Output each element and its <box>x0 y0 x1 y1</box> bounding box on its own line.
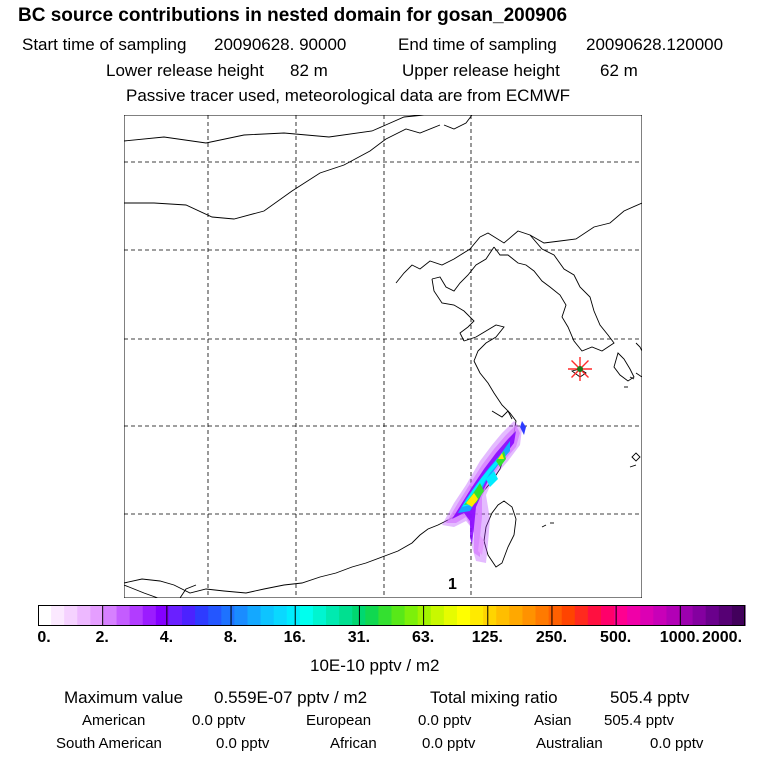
colorbar-cell <box>718 605 733 626</box>
colorbar-cell <box>561 605 576 626</box>
colorbar-cell <box>391 605 406 626</box>
colorbar-cell <box>640 605 654 626</box>
colorbar-cell <box>155 605 170 626</box>
colorbar-cell <box>443 605 458 626</box>
colorbar-cell <box>103 605 118 626</box>
end-time-label: End time of sampling <box>398 35 557 54</box>
colorbar-cell <box>666 605 681 626</box>
region-value: 0.0 pptv <box>216 735 270 752</box>
max-value-label: Maximum value <box>64 688 184 707</box>
colorbar-cell <box>483 605 497 626</box>
colorbar-cell <box>51 605 65 626</box>
colorbar-cell <box>234 605 249 626</box>
colorbar-cell <box>182 605 196 626</box>
total-mixing-value: 505.4 pptv <box>610 688 690 707</box>
colorbar-tick-label: 4. <box>159 629 174 646</box>
colorbar-cell <box>731 605 746 626</box>
upper-release-label: Upper release height <box>402 61 560 80</box>
colorbar-tick-label: 125. <box>471 629 503 646</box>
end-time-value: 20090628.120000 <box>586 35 724 54</box>
region-value: 0.0 pptv <box>422 735 476 752</box>
colorbar-cell <box>417 605 432 626</box>
colorbar-cell <box>221 605 235 626</box>
coastlines <box>124 115 642 598</box>
colorbar-cell <box>509 605 524 626</box>
colorbar-cell <box>208 605 222 626</box>
colorbar <box>38 605 746 626</box>
region-name: Australian <box>536 735 603 752</box>
colorbar-cell <box>312 605 327 626</box>
colorbar-cell <box>260 605 275 626</box>
start-time-value: 20090628. 90000 <box>214 35 347 54</box>
colorbar-cell <box>456 605 471 626</box>
colorbar-tick-label: 0. <box>37 629 51 646</box>
colorbar-tick-label: 1000. <box>659 629 700 646</box>
colorbar-cell <box>38 605 52 626</box>
colorbar-cell <box>404 605 419 626</box>
colorbar-tick-label: 2000. <box>701 629 743 646</box>
region-name: African <box>330 735 377 752</box>
colorbar-cell <box>653 605 668 626</box>
colorbar-cell <box>77 605 91 626</box>
start-time-label: Start time of sampling <box>22 35 187 54</box>
region-name: European <box>306 712 372 729</box>
source-footprint <box>442 421 526 563</box>
colorbar-cell <box>692 605 707 626</box>
colorbar-cell <box>679 605 694 626</box>
colorbar-cell <box>470 605 484 626</box>
colorbar-units: 10E-10 pptv / m2 <box>310 656 440 675</box>
region-value: 0.0 pptv <box>418 712 472 729</box>
region-name: American <box>82 712 146 729</box>
colorbar-cell <box>116 605 131 626</box>
colorbar-cell <box>90 605 105 626</box>
colorbar-cell <box>614 605 628 626</box>
colorbar-cell <box>535 605 550 626</box>
colorbar-cell <box>326 605 340 626</box>
colorbar-cell <box>299 605 314 626</box>
lower-release-label: Lower release height <box>106 61 264 80</box>
colorbar-cell <box>365 605 379 626</box>
colorbar-cell <box>129 605 144 626</box>
region-value: 0.0 pptv <box>192 712 246 729</box>
colorbar-tick-label: 2. <box>95 629 109 646</box>
colorbar-cell <box>286 605 301 626</box>
map-panel: 1 <box>124 115 642 598</box>
colorbar-cell <box>142 605 157 626</box>
colorbar-cell <box>168 605 183 626</box>
colorbar-tick-label: 500. <box>600 629 632 646</box>
colorbar-cell <box>273 605 288 626</box>
colorbar-cell <box>378 605 393 626</box>
colorbar-cell <box>600 605 615 626</box>
colorbar-cell <box>195 605 209 626</box>
colorbar-cell <box>339 605 353 626</box>
colorbar-tick-label: 63. <box>411 629 435 646</box>
release-marker-label: 1 <box>448 576 457 593</box>
colorbar-cell <box>705 605 720 626</box>
plot-title: BC source contributions in nested domain… <box>18 5 568 26</box>
colorbar-tick-label: 8. <box>223 629 238 646</box>
map-graticule <box>124 115 642 598</box>
region-name: Asian <box>534 712 572 729</box>
total-mixing-label: Total mixing ratio <box>430 688 558 707</box>
colorbar-cell <box>548 605 563 626</box>
colorbar-cell <box>64 605 78 626</box>
lower-release-value: 82 m <box>290 61 328 80</box>
colorbar-tick-label: 16. <box>283 629 306 646</box>
region-value: 0.0 pptv <box>650 735 704 752</box>
colorbar-cell <box>430 605 445 626</box>
colorbar-cell <box>522 605 537 626</box>
colorbar-cell <box>247 605 262 626</box>
max-value: 0.559E-07 pptv / m2 <box>214 688 368 707</box>
upper-release-value: 62 m <box>600 61 638 80</box>
tracer-note: Passive tracer used, meteorological data… <box>126 86 571 105</box>
receptor-marker <box>568 357 592 381</box>
colorbar-tick-label: 250. <box>535 629 568 646</box>
colorbar-cell <box>587 605 602 626</box>
colorbar-cell <box>496 605 510 626</box>
colorbar-cell <box>627 605 641 626</box>
region-value: 505.4 pptv <box>604 712 675 729</box>
region-name: South American <box>56 735 162 752</box>
colorbar-cell <box>574 605 589 626</box>
colorbar-tick-label: 31. <box>347 629 371 646</box>
